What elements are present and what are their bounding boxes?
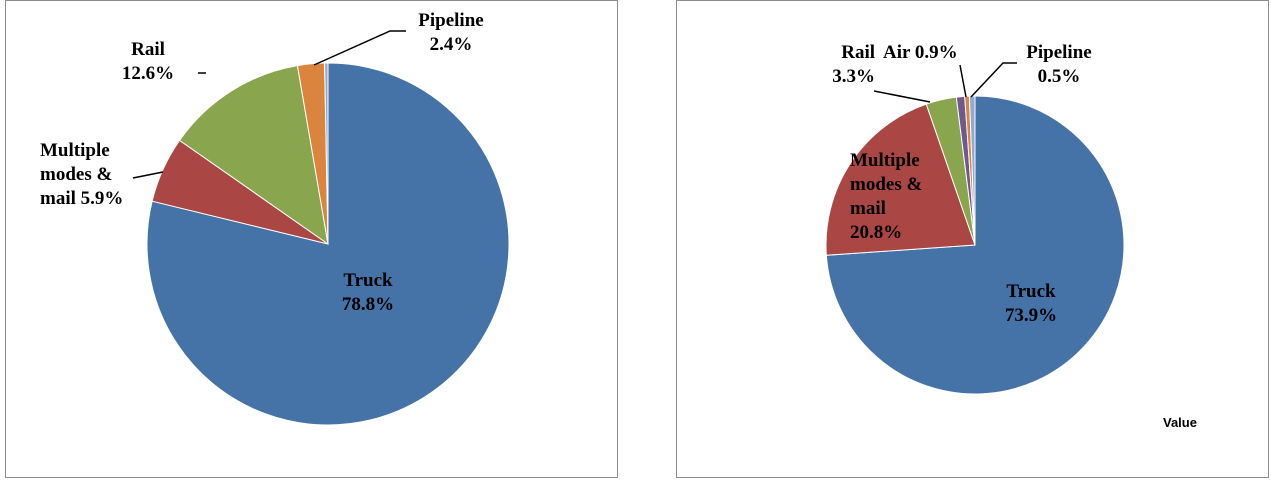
leader-line-air [959,64,967,98]
leader-line-rail [873,90,931,103]
pie-chart-left: Truck 78.8% Multiple modes & mail 5.9% R… [5,0,618,478]
pie-slice-truck [146,62,510,426]
slice-label-multiple-modes: Multiple modes & mail 5.9% [40,140,124,209]
slice-label-pipeline: Pipeline 0.5% [1026,42,1092,87]
slice-label-multiple-modes: Multiple modes & mail 20.8% [850,150,923,243]
slice-label-truck: Truck 78.8% [341,270,395,315]
leader-line-multiple-modes [132,171,164,179]
pie-svg-left [132,30,510,426]
pie-slice-multiple-modes-mail [825,103,976,256]
chart-caption: Value [1163,415,1197,430]
pie-slice-rail [178,65,329,246]
pie-chart-right: Truck 73.9% Multiple modes & mail 20.8% … [676,0,1269,478]
slice-label-rail: Rail 3.3% [832,42,875,87]
leader-line-pipeline [313,30,406,66]
pie-slice-other [324,62,329,245]
slice-label-pipeline: Pipeline 2.4% [418,10,484,55]
slice-label-air: Air 0.9% [883,42,958,63]
slice-label-truck: Truck 73.9% [1004,281,1058,326]
pie-svg-right [825,62,1125,395]
leader-line-pipeline [970,62,1017,98]
slice-label-rail: Rail 12.6% [121,39,175,84]
